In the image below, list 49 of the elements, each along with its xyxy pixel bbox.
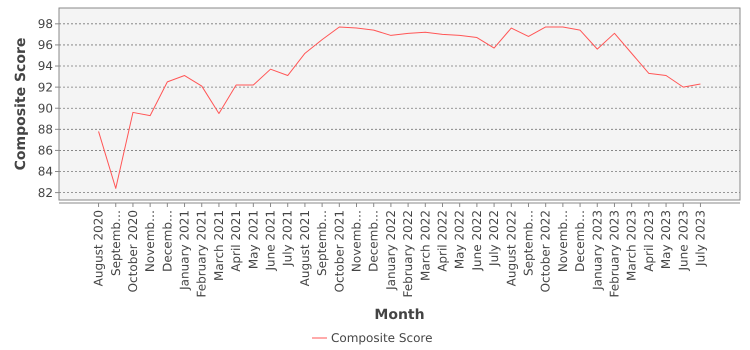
x-tick-label: January 2022 [384,210,398,291]
x-tick-label: August 2020 [92,210,106,286]
x-tick-label: April 2023 [642,210,656,272]
x-tick-label: Septemb… [315,210,330,276]
x-tick-label: June 2023 [676,210,690,272]
x-tick-label: Decemb… [573,210,588,272]
x-tick-label: June 2022 [470,210,484,272]
y-tick-label: 90 [38,101,53,116]
x-tick-label: February 2022 [401,210,416,298]
x-tick-label: May 2021 [246,210,260,270]
x-tick-label: May 2023 [659,210,674,270]
x-tick-label: June 2021 [264,210,278,272]
x-tick-label: Decemb… [366,210,381,272]
y-axis-title: Composite Score [13,38,29,170]
x-tick-label: January 2023 [590,210,604,291]
x-tick-label: May 2022 [452,210,467,270]
x-tick-label: Decemb… [160,210,174,272]
x-tick-label: March 2021 [212,210,226,281]
x-axis-title: Month [374,307,425,323]
y-tick-label: 84 [38,164,53,179]
x-tick-label: Novemb… [143,210,158,272]
y-tick-label: 92 [38,80,53,94]
y-tick-label: 94 [38,59,53,74]
line-series [98,26,701,189]
x-tick-label: Novemb… [350,210,364,272]
legend-label: Composite Score [331,331,432,346]
y-tick-label: 96 [38,38,53,52]
x-tick-label: Septemb… [108,210,123,276]
x-tick-label: August 2022 [504,210,518,286]
y-tick-label: 82 [38,186,53,200]
x-tick-label: October 2022 [538,210,553,292]
x-tick-label: February 2021 [194,210,209,298]
x-tick-label: October 2021 [332,210,346,292]
x-tick-label: July 2022 [487,210,502,267]
y-tick-label: 86 [38,144,53,158]
x-tick-label: October 2020 [126,210,140,292]
y-tick-label: 88 [38,122,53,137]
x-tick-label: March 2023 [624,210,639,281]
x-tick-label: July 2023 [693,210,708,267]
x-tick-label: Septemb… [521,210,536,276]
x-tick-label: January 2021 [178,210,192,291]
x-tick-label: March 2022 [418,210,432,281]
x-tick-label: April 2021 [229,210,244,272]
y-tick-label: 98 [38,17,53,32]
x-tick-label: July 2021 [280,210,295,267]
x-tick-label: August 2021 [298,210,312,286]
x-tick-label: April 2022 [435,210,450,272]
x-tick-label: Novemb… [556,210,570,272]
x-tick-label: February 2023 [607,210,622,298]
